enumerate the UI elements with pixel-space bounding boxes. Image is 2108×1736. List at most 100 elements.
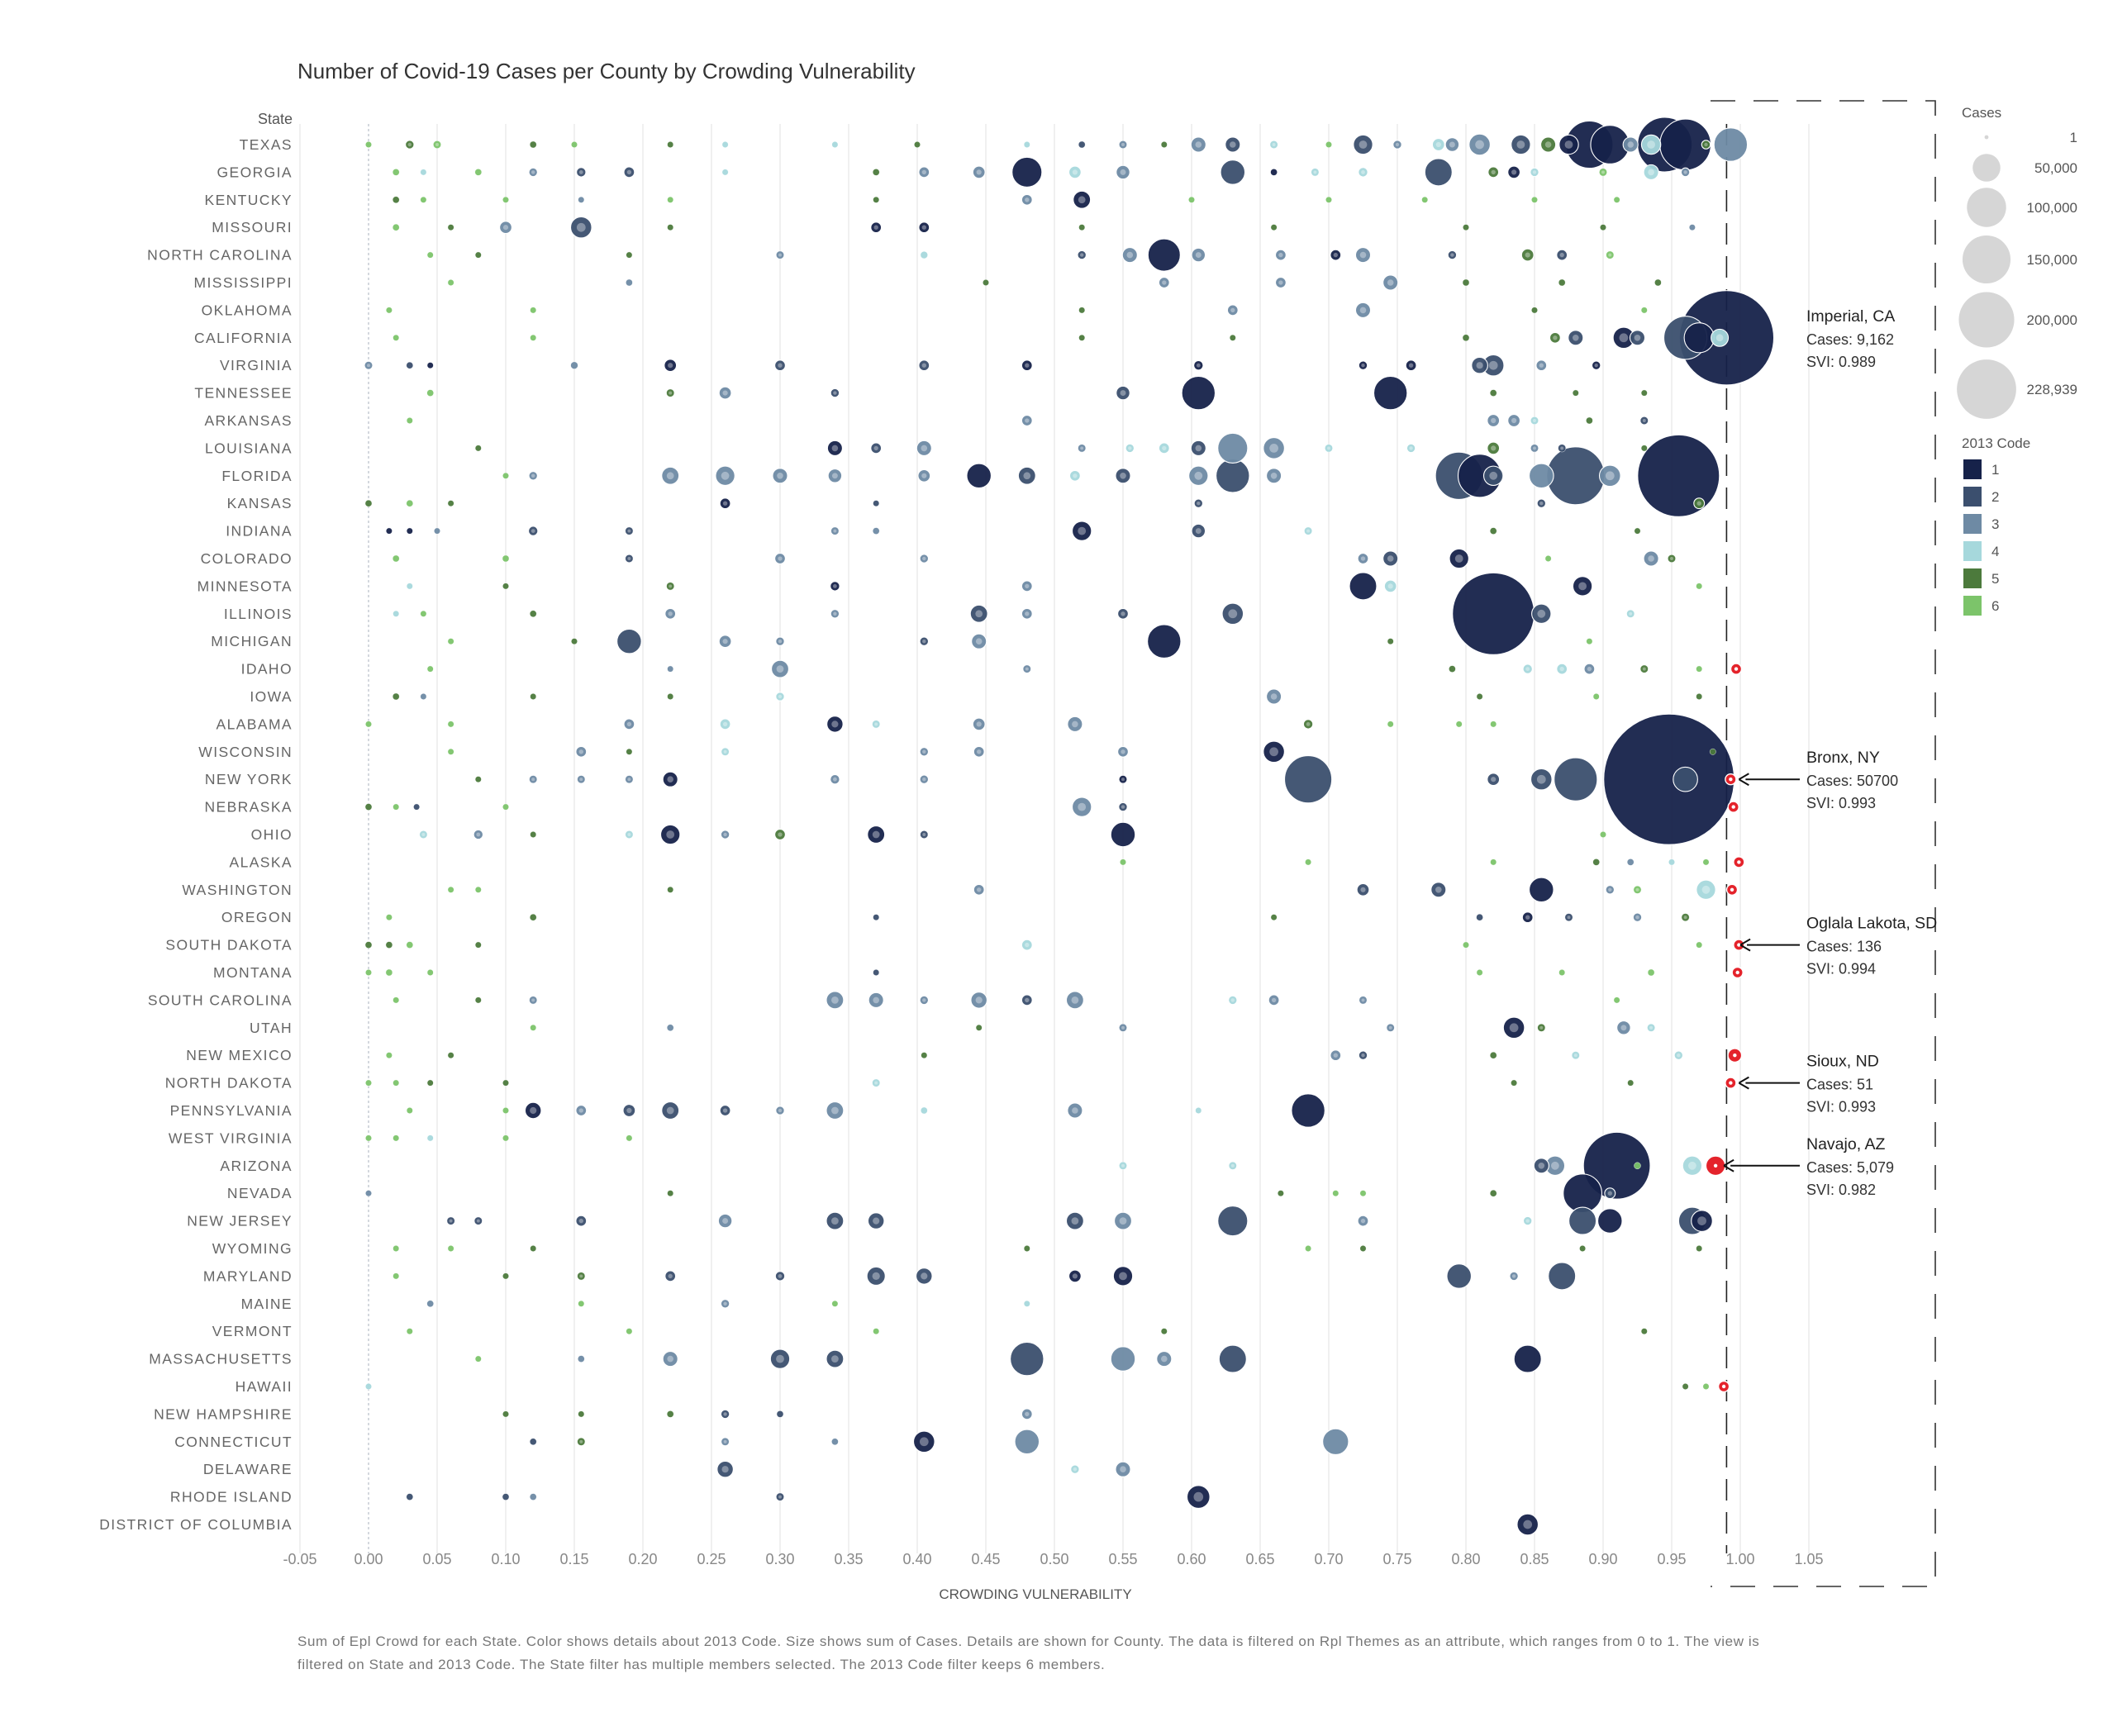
data-point — [1160, 1328, 1168, 1335]
data-point — [426, 251, 434, 259]
data-point-ring — [1359, 307, 1367, 314]
data-point — [1558, 134, 1579, 155]
data-point — [1263, 437, 1285, 459]
data-point — [661, 466, 680, 485]
data-point — [1696, 693, 1703, 700]
data-point — [1014, 1429, 1040, 1455]
data-point — [1291, 1093, 1325, 1128]
data-point — [1120, 858, 1126, 866]
state-label: ILLINOIS — [224, 606, 293, 622]
data-point — [921, 1106, 928, 1115]
data-point-ring — [1550, 1161, 1559, 1170]
data-point — [1216, 459, 1250, 493]
data-point — [1691, 1210, 1713, 1232]
data-point — [1193, 498, 1204, 508]
size-legend-circle — [1972, 154, 2001, 182]
data-point — [1682, 1155, 1703, 1177]
x-tick-label: 0.85 — [1520, 1551, 1549, 1567]
data-point-ring — [1270, 473, 1278, 479]
data-point-ring — [831, 1106, 839, 1115]
data-point-ring — [1560, 446, 1564, 450]
data-point — [1270, 914, 1278, 921]
data-point — [1121, 247, 1138, 264]
state-label: OHIO — [251, 826, 293, 843]
data-point — [1119, 1161, 1127, 1170]
data-point — [972, 165, 986, 179]
data-point — [1471, 356, 1488, 374]
data-point-ring — [668, 363, 673, 369]
data-point-ring — [1525, 1219, 1530, 1223]
data-point — [1643, 164, 1659, 180]
data-point — [1021, 939, 1033, 951]
data-point-ring — [1539, 1025, 1544, 1030]
data-point — [502, 583, 509, 590]
data-point — [1021, 994, 1033, 1006]
data-point — [666, 388, 675, 397]
data-point — [1354, 302, 1372, 318]
size-legend-title: Cases — [1962, 105, 2001, 121]
data-point — [1332, 1190, 1340, 1197]
state-label: SOUTH CAROLINA — [148, 992, 293, 1008]
color-legend-swatch — [1963, 459, 1982, 479]
data-point — [502, 1107, 509, 1114]
data-point-ring — [1387, 583, 1393, 589]
data-point — [1626, 858, 1635, 866]
data-point — [826, 1101, 845, 1120]
data-point-ring — [976, 169, 982, 175]
data-point — [528, 167, 538, 178]
data-point-ring — [1121, 143, 1125, 146]
data-point-ring — [1360, 1218, 1366, 1224]
data-point — [1546, 446, 1606, 506]
data-point — [1387, 721, 1394, 728]
data-point-ring — [1539, 502, 1544, 506]
data-point — [406, 941, 414, 949]
data-point-ring — [778, 1108, 783, 1113]
data-point — [1021, 580, 1033, 592]
data-point-ring — [1120, 473, 1126, 479]
data-point-ring — [1306, 529, 1311, 533]
annotation-cases: Cases: 9,162 — [1806, 331, 1894, 348]
data-point-ring — [578, 1218, 583, 1224]
data-point — [1673, 1050, 1684, 1060]
data-point-ring — [1195, 528, 1202, 535]
data-point — [1558, 444, 1567, 453]
data-point — [720, 1299, 730, 1309]
data-point — [1023, 1245, 1030, 1252]
state-label: IOWA — [250, 688, 293, 705]
data-point-ring — [449, 1219, 453, 1223]
data-point — [364, 803, 373, 811]
data-point — [873, 969, 880, 976]
x-tick-label: 0.45 — [971, 1551, 1000, 1567]
data-point-ring — [1230, 141, 1236, 148]
data-point — [420, 169, 427, 176]
data-point-ring — [1677, 1053, 1681, 1058]
data-point — [1119, 140, 1127, 149]
data-point-ring — [975, 610, 983, 618]
data-point — [918, 166, 930, 178]
data-point-ring — [1559, 666, 1564, 672]
data-point-ring — [531, 998, 535, 1002]
data-point-ring — [1119, 1217, 1127, 1225]
data-point-ring — [977, 749, 982, 754]
data-point — [1680, 167, 1691, 178]
state-label: OKLAHOMA — [202, 302, 293, 318]
data-point — [1520, 248, 1535, 262]
data-point-ring — [1230, 998, 1235, 1002]
data-point-ring — [778, 640, 783, 644]
data-point — [826, 716, 844, 733]
data-point — [921, 1052, 928, 1059]
data-point — [774, 553, 786, 564]
data-point — [1405, 359, 1417, 372]
data-point — [1424, 158, 1453, 187]
data-point-ring — [1361, 1053, 1365, 1058]
data-point — [577, 1272, 586, 1281]
data-point — [1696, 1245, 1703, 1252]
data-point — [830, 581, 840, 592]
data-point-ring — [1387, 555, 1394, 562]
data-point — [386, 1052, 393, 1059]
data-point — [1147, 238, 1181, 272]
data-point — [867, 825, 886, 844]
data-point — [575, 1105, 588, 1116]
data-point-ring — [1491, 169, 1496, 175]
data-point — [393, 1134, 400, 1142]
